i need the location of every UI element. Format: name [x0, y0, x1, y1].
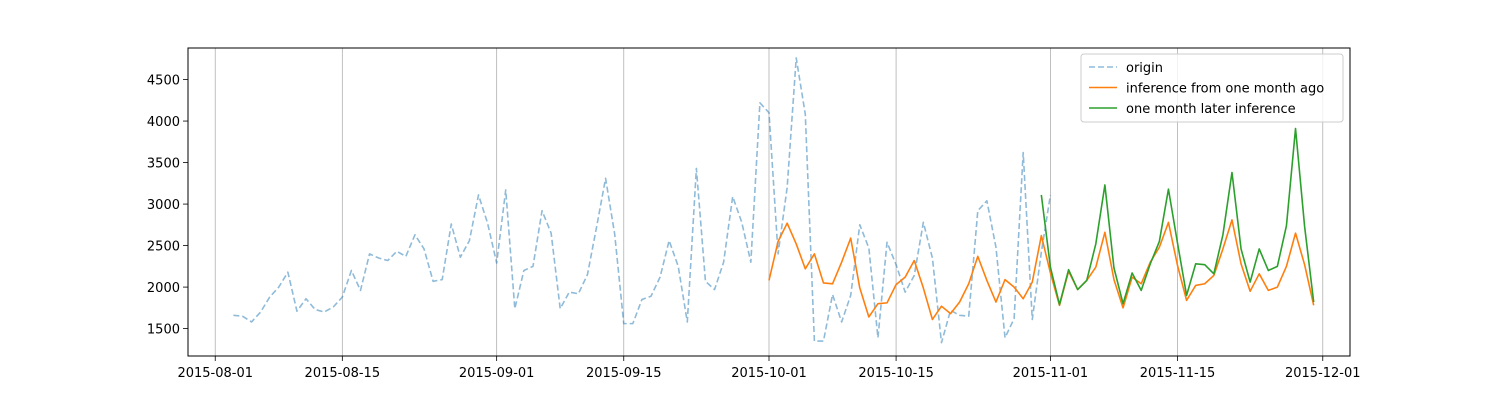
y-tick-label: 2500	[147, 240, 180, 255]
x-axis: 2015-08-01 2015-08-15 2015-09-01 2015-09-15…	[177, 356, 1361, 381]
x-tick-label: 2015-09-01	[459, 366, 535, 381]
legend-label: origin	[1126, 61, 1163, 76]
legend-label: inference from one month ago	[1126, 82, 1324, 97]
y-axis: 1500 2000 2500 3000 3500 4000 4500	[147, 74, 188, 338]
y-tick-label: 4500	[147, 74, 180, 89]
x-tick-label: 2015-12-01	[1285, 366, 1361, 381]
series-line-origin	[233, 57, 1052, 344]
legend-label: one month later inference	[1126, 102, 1296, 117]
x-tick-label: 2015-09-15	[586, 366, 662, 381]
y-tick-label: 2000	[147, 281, 180, 296]
series-line-inference-from-one-month-ago	[768, 219, 1315, 321]
series-lines	[233, 57, 1315, 344]
y-tick-label: 3500	[147, 157, 180, 172]
grid-lines	[214, 48, 1324, 356]
x-tick-label: 2015-10-01	[731, 366, 807, 381]
x-tick-label: 2015-08-15	[305, 366, 381, 381]
legend: origin inference from one month ago one mo…	[1080, 53, 1344, 123]
legend-box	[1080, 53, 1344, 123]
x-tick-label: 2015-08-01	[177, 366, 253, 381]
y-tick-label: 4000	[147, 115, 180, 130]
x-tick-label: 2015-11-01	[1013, 366, 1089, 381]
x-tick-label: 2015-11-15	[1140, 366, 1216, 381]
series-line-one-month-later-inference	[1040, 127, 1315, 306]
y-tick-label: 1500	[147, 323, 180, 338]
x-tick-label: 2015-10-15	[858, 366, 934, 381]
y-tick-label: 3000	[147, 198, 180, 213]
